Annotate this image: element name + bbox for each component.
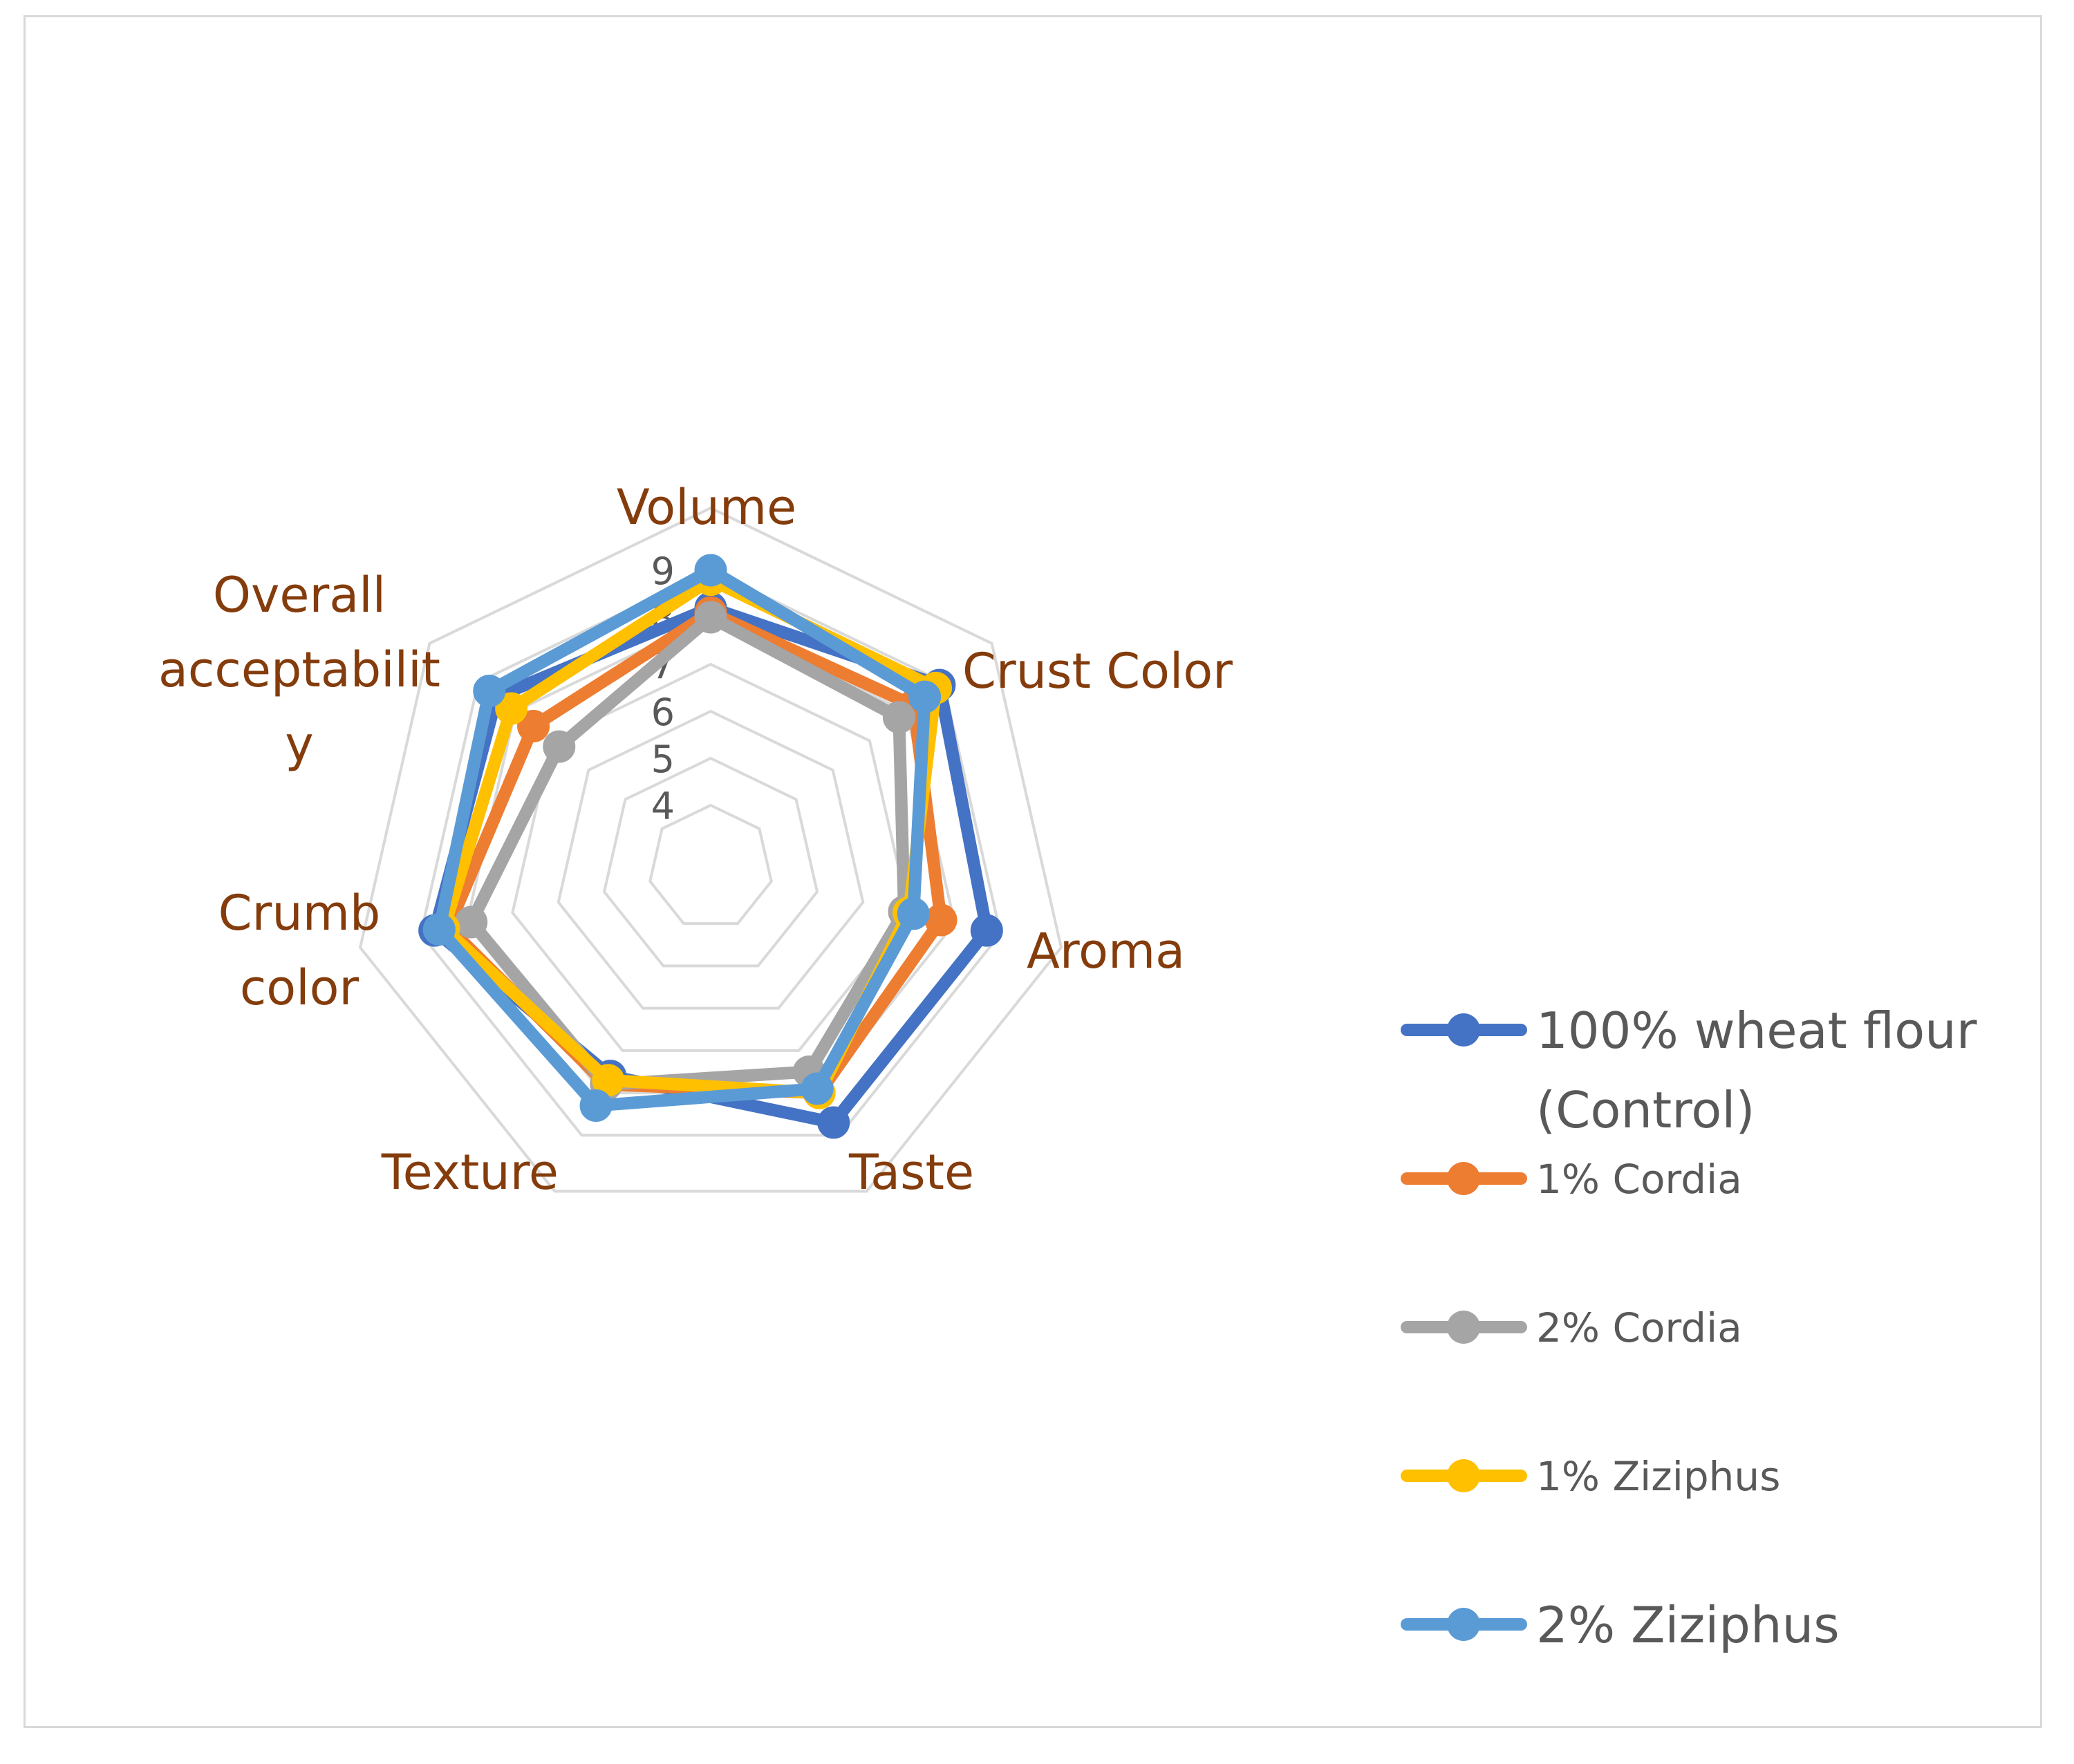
data-point xyxy=(694,601,727,634)
grid-ring xyxy=(648,803,773,926)
radial-tick-label: 6 xyxy=(651,691,675,734)
category-label: Overall acceptabilit y xyxy=(158,567,440,773)
data-point xyxy=(543,730,576,763)
data-point xyxy=(422,913,456,946)
legend-entry: 2% Cordia xyxy=(1401,1304,1742,1351)
data-point xyxy=(801,1072,834,1105)
grid-ring xyxy=(557,709,865,1010)
data-point xyxy=(694,554,727,587)
data-point xyxy=(970,914,1003,947)
legend-entry: 1% Cordia xyxy=(1401,1156,1742,1203)
data-point xyxy=(495,692,528,725)
category-label-line: acceptabilit xyxy=(158,641,440,698)
category-label-line: Texture xyxy=(381,1144,559,1201)
radial-tick-label: 4 xyxy=(651,785,675,828)
category-label: Texture xyxy=(381,1144,559,1201)
grid-ring xyxy=(602,756,819,968)
chart-frame xyxy=(24,15,2042,1728)
legend-entry: 1% Ziziphus xyxy=(1401,1453,1780,1500)
data-point xyxy=(473,675,506,708)
data-series xyxy=(418,554,1003,1139)
category-label-line: Overall xyxy=(213,567,386,623)
legend-label-line: 2% Cordia xyxy=(1536,1304,1742,1351)
series-line xyxy=(465,611,910,1091)
legend-marker xyxy=(1447,1608,1480,1641)
legend-label: 2% Cordia xyxy=(1536,1304,1742,1351)
series-5 xyxy=(422,554,942,1123)
legend-label-line: 1% Ziziphus xyxy=(1536,1453,1780,1500)
legend-label-line: 1% Cordia xyxy=(1536,1156,1742,1203)
legend-label-line: 100% wheat flour xyxy=(1536,1002,1977,1060)
legend-marker xyxy=(1447,1162,1480,1195)
category-label: Crumb color xyxy=(218,885,381,1016)
data-point xyxy=(924,903,957,937)
category-label: Taste xyxy=(848,1144,974,1201)
category-label-line: color xyxy=(240,959,359,1016)
category-label-line: Crumb xyxy=(218,885,381,941)
category-label: Crust Color xyxy=(962,643,1233,700)
series-line xyxy=(433,564,931,1112)
legend-entry: 100% wheat flour (Control) xyxy=(1401,1002,1977,1139)
data-point xyxy=(517,709,550,742)
category-label-line: Aroma xyxy=(1027,923,1185,979)
legend-label: 100% wheat flour (Control) xyxy=(1536,1002,1977,1139)
legend: 100% wheat flour (Control) 1% Cordia 2% Cor… xyxy=(1401,1002,1977,1654)
legend-entry: 2% Ziziphus xyxy=(1401,1596,1840,1654)
category-label: Aroma xyxy=(1027,923,1185,979)
data-point xyxy=(897,897,930,930)
category-labels: Volume Crust Color Aroma Taste Texture Crumb c… xyxy=(158,479,1233,1201)
grid-ring xyxy=(358,506,1063,1193)
data-point xyxy=(882,701,915,734)
legend-marker xyxy=(1447,1013,1480,1047)
data-point xyxy=(579,1089,613,1123)
legend-label: 1% Ziziphus xyxy=(1536,1453,1780,1500)
category-label-line: Taste xyxy=(848,1144,974,1201)
data-point xyxy=(908,680,942,713)
legend-label: 2% Ziziphus xyxy=(1536,1596,1840,1654)
data-point xyxy=(455,906,488,939)
legend-marker xyxy=(1447,1311,1480,1344)
legend-marker xyxy=(1447,1459,1480,1492)
legend-label-line: (Control) xyxy=(1536,1081,1755,1139)
category-label: Volume xyxy=(617,479,796,536)
legend-label: 1% Cordia xyxy=(1536,1156,1742,1203)
category-label-line: Crust Color xyxy=(962,643,1233,700)
category-label-line: y xyxy=(285,716,313,773)
data-point xyxy=(817,1106,850,1139)
series-line xyxy=(437,573,942,1100)
legend-label-line: 2% Ziziphus xyxy=(1536,1596,1840,1654)
radial-tick-label: 5 xyxy=(651,738,675,781)
category-label-line: Volume xyxy=(617,479,796,536)
